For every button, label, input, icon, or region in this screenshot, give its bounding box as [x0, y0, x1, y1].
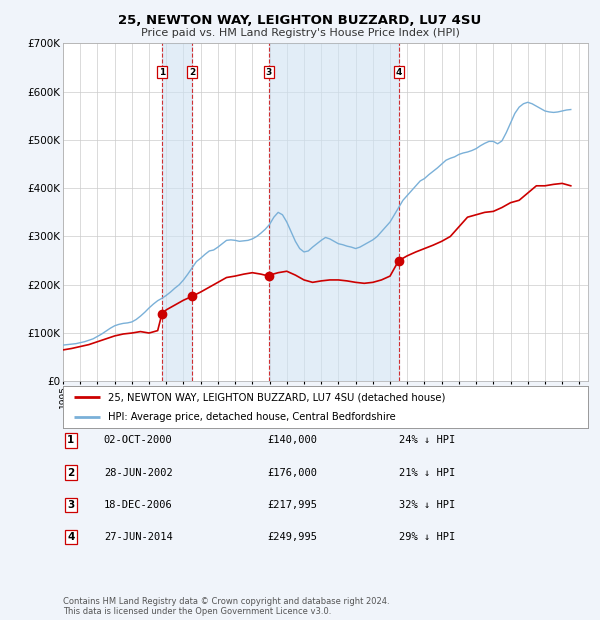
Bar — [162, 43, 192, 381]
Text: HPI: Average price, detached house, Central Bedfordshire: HPI: Average price, detached house, Cent… — [107, 412, 395, 422]
Text: 28-JUN-2002: 28-JUN-2002 — [104, 467, 173, 477]
Text: 18-DEC-2006: 18-DEC-2006 — [104, 500, 173, 510]
Text: 25, NEWTON WAY, LEIGHTON BUZZARD, LU7 4SU: 25, NEWTON WAY, LEIGHTON BUZZARD, LU7 4S… — [118, 14, 482, 27]
Text: 27-JUN-2014: 27-JUN-2014 — [104, 532, 173, 542]
Text: Price paid vs. HM Land Registry's House Price Index (HPI): Price paid vs. HM Land Registry's House … — [140, 28, 460, 38]
Bar — [269, 43, 398, 381]
Text: 4: 4 — [395, 68, 402, 77]
Text: 2: 2 — [67, 467, 74, 477]
Text: 4: 4 — [67, 532, 74, 542]
Text: £249,995: £249,995 — [267, 532, 317, 542]
Text: 29% ↓ HPI: 29% ↓ HPI — [399, 532, 455, 542]
Text: £217,995: £217,995 — [267, 500, 317, 510]
Text: 21% ↓ HPI: 21% ↓ HPI — [399, 467, 455, 477]
Text: Contains HM Land Registry data © Crown copyright and database right 2024.: Contains HM Land Registry data © Crown c… — [63, 597, 389, 606]
Text: 32% ↓ HPI: 32% ↓ HPI — [399, 500, 455, 510]
Text: This data is licensed under the Open Government Licence v3.0.: This data is licensed under the Open Gov… — [63, 607, 331, 616]
Text: 02-OCT-2000: 02-OCT-2000 — [104, 435, 173, 445]
Text: 24% ↓ HPI: 24% ↓ HPI — [399, 435, 455, 445]
Text: £140,000: £140,000 — [267, 435, 317, 445]
Text: 1: 1 — [159, 68, 165, 77]
Text: 1: 1 — [67, 435, 74, 445]
Text: 2: 2 — [189, 68, 195, 77]
Text: 3: 3 — [67, 500, 74, 510]
Text: 3: 3 — [266, 68, 272, 77]
Text: £176,000: £176,000 — [267, 467, 317, 477]
Text: 25, NEWTON WAY, LEIGHTON BUZZARD, LU7 4SU (detached house): 25, NEWTON WAY, LEIGHTON BUZZARD, LU7 4S… — [107, 392, 445, 402]
